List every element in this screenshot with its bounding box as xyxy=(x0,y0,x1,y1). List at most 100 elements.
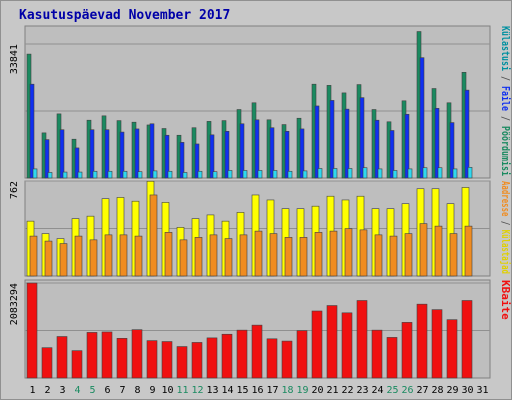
bar-hits-k-lastajad-sessioonid--day-5 xyxy=(92,170,98,179)
x-axis-labels: 1 2 3 4 5 6 7 8 9 10 11 12 13 14 15 16 17 18 19 20 21 22 23 24 2… xyxy=(29,385,488,396)
x-tick-label-20: 20 xyxy=(311,385,323,396)
bar-hits-faile-day-6 xyxy=(104,129,110,179)
bar-traffic-kbaite-day-25 xyxy=(386,337,398,379)
y-tick-label-visits: 762 xyxy=(9,181,20,199)
side-label-part: Aadresse xyxy=(499,181,512,217)
x-tick-label-11: 11 xyxy=(176,385,188,396)
bar-hits-k-lastajad-sessioonid--day-19 xyxy=(302,170,308,179)
y-tick-label-traffic: 2083294 xyxy=(9,283,20,325)
bar-traffic-kbaite-day-6 xyxy=(101,331,113,379)
bar-hits-k-lastajad-sessioonid--day-27 xyxy=(422,167,428,179)
side-legend-labels: Külastusi / Faile / Pöördumisi Aadresse /… xyxy=(499,26,512,320)
bar-traffic-kbaite-day-7 xyxy=(116,338,128,379)
bar-hits-k-lastajad-sessioonid--day-29 xyxy=(452,168,458,179)
bar-hits-k-lastajad-sessioonid--day-25 xyxy=(392,170,398,179)
bar-hits-faile-day-14 xyxy=(224,130,230,179)
x-tick-label-8: 8 xyxy=(134,385,140,396)
bar-traffic-kbaite-day-30 xyxy=(461,300,473,379)
bar-hits-faile-day-29 xyxy=(449,122,455,179)
x-tick-label-22: 22 xyxy=(341,385,353,396)
side-label-part: / xyxy=(499,216,512,229)
bar-visits-aadresse-day-7 xyxy=(119,234,128,277)
bar-hits-faile-day-7 xyxy=(119,131,125,179)
x-tick-label-4: 4 xyxy=(74,385,80,396)
bar-hits-k-lastajad-sessioonid--day-14 xyxy=(227,170,233,179)
bar-hits-faile-day-28 xyxy=(434,108,440,179)
x-tick-label-12: 12 xyxy=(191,385,203,396)
bar-visits-aadresse-day-3 xyxy=(59,243,68,277)
x-tick-label-28: 28 xyxy=(431,385,443,396)
x-tick-label-7: 7 xyxy=(119,385,125,396)
bar-hits-k-lastajad-sessioonid--day-15 xyxy=(242,170,248,179)
bar-traffic-kbaite-day-2 xyxy=(41,347,53,379)
bar-visits-aadresse-day-5 xyxy=(89,239,98,277)
bar-hits-k-lastajad-sessioonid--day-18 xyxy=(287,170,293,179)
bar-hits-faile-day-27 xyxy=(419,57,425,179)
bar-visits-aadresse-day-30 xyxy=(464,225,473,277)
bar-hits-faile-day-21 xyxy=(329,100,335,179)
bar-traffic-kbaite-day-12 xyxy=(191,342,203,379)
x-tick-label-5: 5 xyxy=(89,385,95,396)
bar-traffic-kbaite-day-18 xyxy=(281,340,293,379)
bar-traffic-kbaite-day-20 xyxy=(311,310,323,379)
bar-visits-aadresse-day-21 xyxy=(329,230,338,277)
x-tick-label-23: 23 xyxy=(356,385,368,396)
bar-visits-aadresse-day-27 xyxy=(419,223,428,277)
bar-traffic-kbaite-day-17 xyxy=(266,338,278,379)
bar-visits-aadresse-day-6 xyxy=(104,234,113,277)
bar-visits-aadresse-day-2 xyxy=(44,240,53,277)
side-label-traffic: KBaite xyxy=(499,280,512,320)
bar-traffic-kbaite-day-23 xyxy=(356,300,368,379)
side-label-part: Külastajad xyxy=(499,230,512,274)
bar-hits-faile-day-22 xyxy=(344,108,350,179)
bar-hits-k-lastajad-sessioonid--day-7 xyxy=(122,170,128,179)
bar-traffic-kbaite-day-10 xyxy=(161,341,173,379)
bar-visits-aadresse-day-26 xyxy=(404,233,413,277)
bar-traffic-kbaite-day-16 xyxy=(251,324,263,379)
bar-hits-faile-day-11 xyxy=(179,142,185,179)
x-tick-label-13: 13 xyxy=(206,385,218,396)
bar-visits-aadresse-day-9 xyxy=(149,194,158,277)
bar-hits-faile-day-15 xyxy=(239,123,245,179)
bar-hits-k-lastajad-sessioonid--day-13 xyxy=(212,171,218,179)
bar-visits-aadresse-day-13 xyxy=(209,234,218,277)
bar-hits-faile-day-18 xyxy=(284,130,290,179)
x-tick-label-1: 1 xyxy=(29,385,35,396)
bar-visits-aadresse-day-29 xyxy=(449,233,458,277)
bar-traffic-kbaite-day-28 xyxy=(431,309,443,379)
bar-hits-k-lastajad-sessioonid--day-6 xyxy=(107,170,113,179)
bar-traffic-kbaite-day-4 xyxy=(71,350,83,379)
bar-hits-k-lastajad-sessioonid--day-4 xyxy=(77,171,83,179)
bar-visits-aadresse-day-4 xyxy=(74,235,83,277)
bar-hits-k-lastajad-sessioonid--day-21 xyxy=(332,168,338,179)
bar-hits-k-lastajad-sessioonid--day-28 xyxy=(437,167,443,179)
bar-hits-k-lastajad-sessioonid--day-17 xyxy=(272,170,278,179)
bar-hits-k-lastajad-sessioonid--day-16 xyxy=(257,170,263,179)
bar-hits-k-lastajad-sessioonid--day-9 xyxy=(152,170,158,179)
bar-visits-aadresse-day-1 xyxy=(29,235,38,277)
bar-traffic-kbaite-day-15 xyxy=(236,329,248,379)
x-tick-label-2: 2 xyxy=(44,385,50,396)
bar-hits-faile-day-17 xyxy=(269,127,275,179)
bar-hits-k-lastajad-sessioonid--day-2 xyxy=(47,172,53,179)
x-tick-label-27: 27 xyxy=(416,385,428,396)
bar-hits-faile-day-5 xyxy=(89,129,95,179)
bar-visits-aadresse-day-17 xyxy=(269,233,278,277)
bar-hits-k-lastajad-sessioonid--day-10 xyxy=(167,170,173,179)
bar-hits-faile-day-25 xyxy=(389,130,395,179)
bar-visits-aadresse-day-14 xyxy=(224,238,233,277)
bar-hits-faile-day-20 xyxy=(314,105,320,179)
panel-visits: 762 xyxy=(9,180,491,277)
side-label-part: / xyxy=(499,111,512,126)
x-tick-label-14: 14 xyxy=(221,385,233,396)
bar-hits-faile-day-24 xyxy=(374,119,380,179)
bar-hits-faile-day-1 xyxy=(29,83,35,179)
bar-traffic-kbaite-day-5 xyxy=(86,332,98,379)
panel-traffic: 2083294 xyxy=(9,279,491,379)
bar-hits-faile-day-4 xyxy=(74,147,80,179)
bar-hits-k-lastajad-sessioonid--day-22 xyxy=(347,168,353,179)
x-tick-label-10: 10 xyxy=(161,385,173,396)
bar-hits-k-lastajad-sessioonid--day-11 xyxy=(182,172,188,179)
bar-hits-faile-day-16 xyxy=(254,119,260,179)
